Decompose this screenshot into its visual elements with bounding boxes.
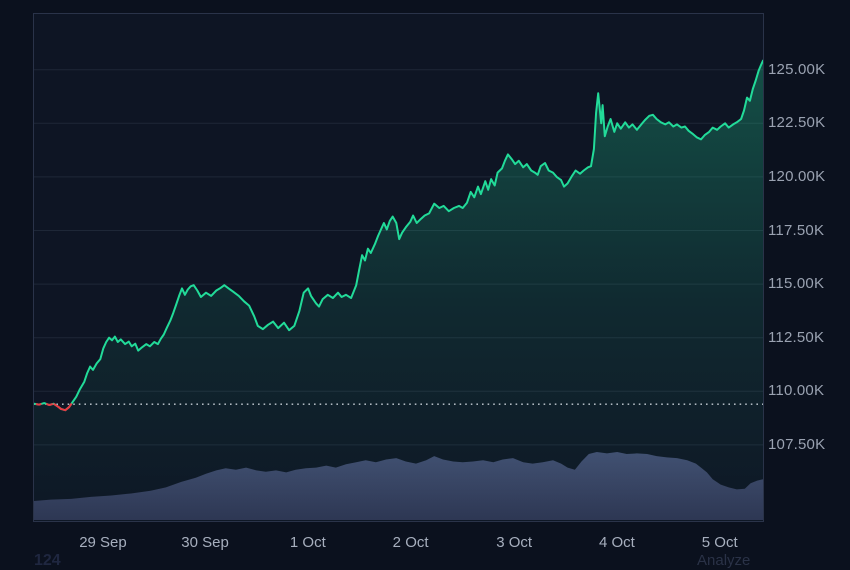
x-axis-label: 30 Sep xyxy=(181,534,229,551)
clipped-price-text: 124 xyxy=(34,552,61,569)
analyze-link[interactable]: Analyze xyxy=(697,552,751,569)
y-axis-label: 115.00K xyxy=(768,275,825,293)
y-axis: 125.00K 122.50K 120.00K 117.50K 115.00K 112.5… xyxy=(768,0,848,566)
price-area-fill xyxy=(34,60,763,521)
y-axis-label: 107.50K xyxy=(768,435,826,453)
x-axis-label: 1 Oct xyxy=(289,534,326,551)
plot-area xyxy=(33,13,764,522)
x-axis-label: 2 Oct xyxy=(392,534,429,551)
series-layer xyxy=(34,59,763,521)
x-axis-label: 4 Oct xyxy=(598,534,635,551)
price-line-below-baseline xyxy=(35,403,73,412)
price-line xyxy=(34,59,763,412)
x-axis-label: 5 Oct xyxy=(701,534,738,551)
x-axis-label: 29 Sep xyxy=(79,534,127,551)
y-axis-label: 122.50K xyxy=(768,114,826,132)
y-axis-label: 112.50K xyxy=(768,328,825,346)
y-axis-label: 117.50K xyxy=(768,221,825,239)
x-axis-label: 3 Oct xyxy=(496,534,533,551)
y-axis-label: 110.00K xyxy=(768,382,825,400)
y-axis-label: 125.00K xyxy=(768,60,826,78)
price-chart-svg[interactable] xyxy=(34,14,763,521)
x-axis: 29 Sep 30 Sep 1 Oct 2 Oct 3 Oct 4 Oct 5 Oct xyxy=(33,534,762,556)
y-axis-label: 120.00K xyxy=(768,167,826,185)
